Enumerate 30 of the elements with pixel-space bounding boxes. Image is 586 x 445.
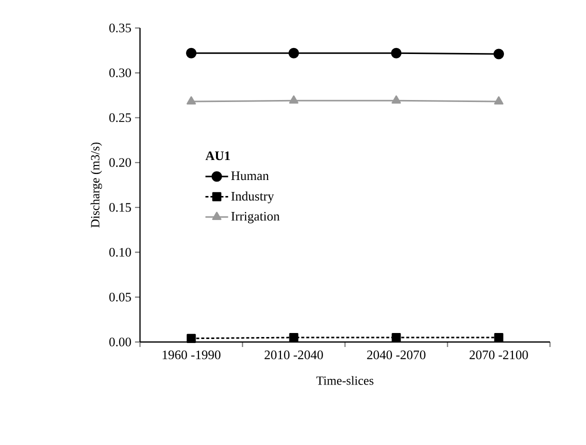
x-tick-label: 2010 -2040: [264, 350, 323, 360]
point: [494, 332, 504, 342]
point: [186, 96, 196, 105]
point: [288, 48, 300, 58]
point: [494, 96, 504, 105]
y-tick-label: 0.00: [109, 338, 131, 346]
y-tick-label: 0.35: [109, 24, 131, 32]
y-tick-label: 0.15: [109, 203, 131, 212]
point: [289, 95, 298, 104]
x-axis-title: Time-slices: [316, 376, 374, 385]
x-tick-label: 2040 -2070: [367, 350, 426, 360]
point: [186, 334, 196, 343]
legend-title: AU1: [205, 151, 230, 160]
y-tick-label: 0.30: [109, 68, 131, 78]
legend-label: Industry: [231, 191, 274, 204]
point: [289, 332, 298, 342]
y-tick-label: 0.05: [109, 292, 131, 302]
x-tick-label: 2070 -2100: [470, 350, 528, 360]
point: [186, 48, 197, 58]
point: [494, 48, 504, 60]
point: [392, 332, 401, 342]
x-tick-label: 1960 -1990: [162, 350, 220, 360]
y-tick-label: 0.25: [109, 113, 131, 122]
y-tick-label: 0.10: [109, 248, 131, 257]
y-axis-title: Discharge (m3/s): [90, 142, 102, 228]
y-tick-label: 0.20: [109, 158, 131, 167]
legend-label: Human: [231, 172, 269, 180]
legend-label: Irrigation: [231, 212, 280, 224]
point: [391, 48, 402, 58]
point: [392, 95, 401, 104]
